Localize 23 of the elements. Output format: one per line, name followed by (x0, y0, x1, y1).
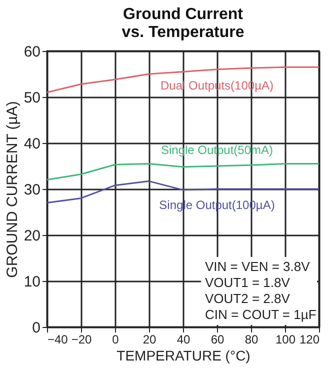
annotation: VOUT1 = 1.8V (205, 275, 290, 290)
annotation: VOUT2 = 2.8V (205, 291, 290, 306)
y-tick-label: 10 (24, 274, 40, 290)
y-tick-label: 30 (24, 182, 40, 198)
x-tick-label: 20 (142, 332, 156, 346)
x-tick-label: −40 (48, 332, 68, 346)
x-tick-label: 40 (176, 332, 190, 346)
y-tick-label: 60 (24, 44, 40, 60)
x-tick-label: 0 (112, 332, 120, 346)
annotation: VIN = VEN = 3.8V (205, 259, 310, 274)
y-tick-label: 20 (24, 228, 40, 244)
y-tick-label: 40 (24, 136, 40, 152)
x-tick-label: 80 (244, 332, 258, 346)
x-axis-title: TEMPERATURE (°C) (116, 348, 250, 364)
annotation: CIN = COUT = 1µF (205, 307, 316, 322)
x-tick-label: 120 (299, 332, 320, 346)
x-tick-label: 100 (275, 332, 296, 346)
x-tick-label: −20 (71, 332, 92, 346)
x-tick-label: 60 (210, 332, 224, 346)
line-series (46, 162, 320, 181)
y-tick-label: 50 (24, 90, 40, 106)
chart-title: Ground Current vs. Temperature (122, 6, 244, 41)
y-axis-title: GROUND CURRENT (µA) (4, 101, 21, 278)
